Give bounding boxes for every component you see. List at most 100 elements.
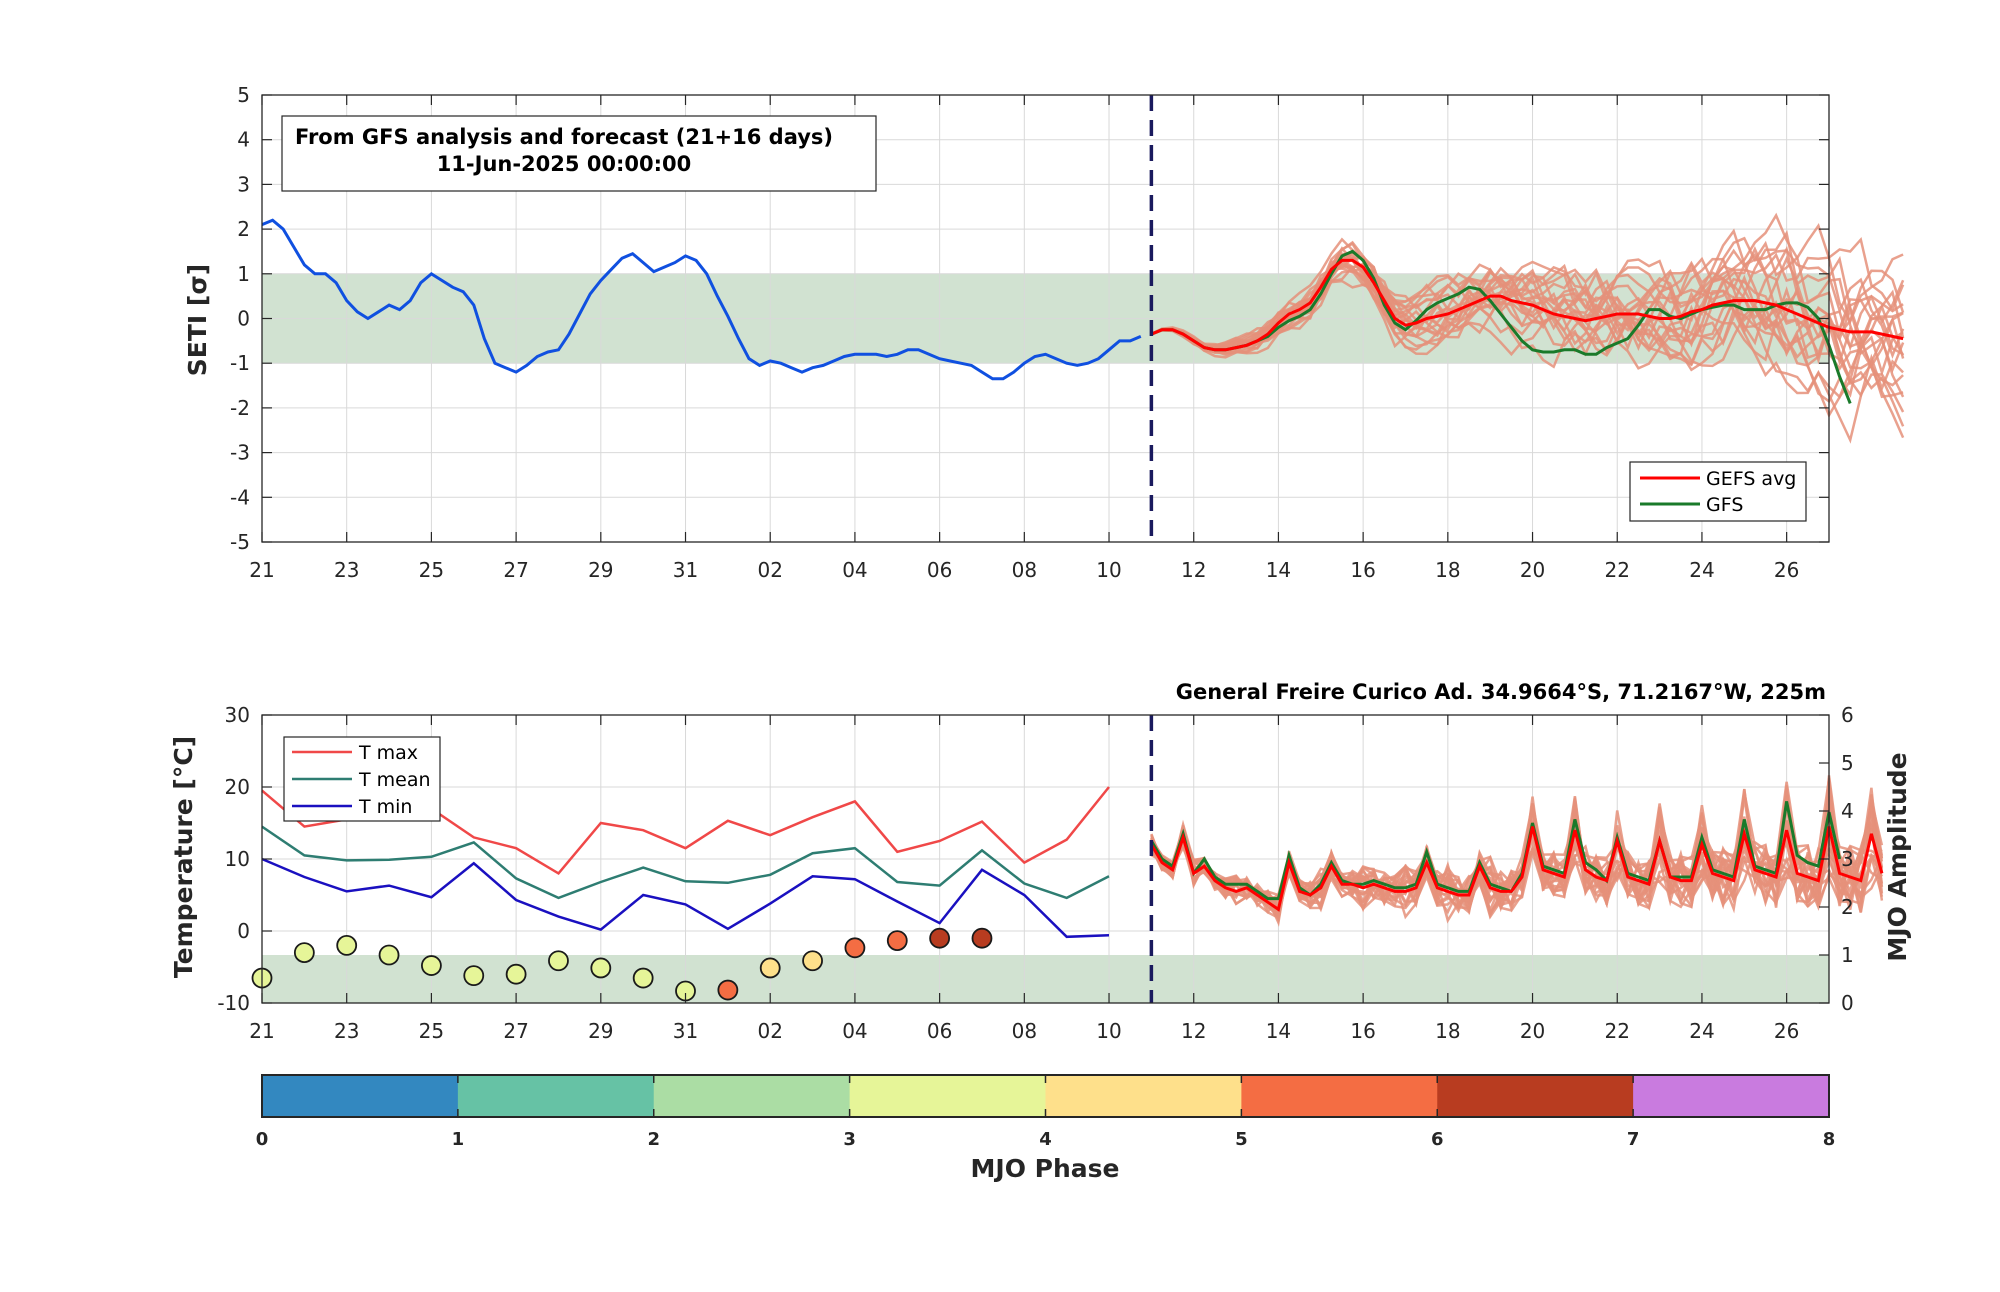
- tmin-line: [261, 857, 1110, 939]
- seti-x-tick-label: 25: [419, 558, 444, 582]
- temperature-x-tick-label: 10: [1096, 1019, 1121, 1043]
- station-title: General Freire Curico Ad. 34.9664°S, 71.…: [1176, 680, 1826, 704]
- seti-x-tick-label: 14: [1266, 558, 1291, 582]
- colorbar-tick-label: 1: [452, 1129, 465, 1150]
- seti-x-tick-label: 29: [588, 558, 613, 582]
- seti-x-tick-label: 04: [842, 558, 867, 582]
- seti-x-tick-label: 23: [334, 558, 359, 582]
- colorbar-segment: [1241, 1075, 1438, 1117]
- colorbar-segment: [262, 1075, 459, 1117]
- colorbar-segment: [1045, 1075, 1242, 1117]
- seti-x-tick-label: 18: [1435, 558, 1460, 582]
- seti-y-tick-label: 2: [237, 217, 250, 241]
- temperature-y-tick-label: 10: [225, 847, 250, 871]
- mjo-amplitude-tick-label: 5: [1841, 751, 1854, 775]
- temperature-y-tick-label: 30: [225, 703, 250, 727]
- mjo-amplitude-tick-label: 1: [1841, 943, 1854, 967]
- temperature-x-tick-label: 20: [1520, 1019, 1545, 1043]
- mjo-point: [336, 935, 358, 956]
- colorbar-segment: [457, 1075, 655, 1117]
- mjo-point: [463, 965, 485, 987]
- gfs-line: [1150, 801, 1842, 901]
- seti-series: [261, 95, 1904, 542]
- temperature-y-tick-label: -10: [217, 991, 250, 1015]
- mjo-amplitude-label: MJO Amplitude: [1883, 752, 1912, 961]
- temperature-x-tick-label: 18: [1435, 1019, 1460, 1043]
- legend-label-gfs: GFS: [1706, 494, 1743, 516]
- mjo-point: [293, 942, 315, 963]
- colorbar-label: MJO Phase: [971, 1154, 1120, 1183]
- seti-x-tick-label: 02: [757, 558, 782, 582]
- colorbar-tick-label: 5: [1235, 1129, 1248, 1150]
- seti-x-ticks: 21 23 25 27 29 31 02 04 06 08 10 12 14 16 18 20 22 24 26: [249, 95, 1799, 582]
- seti-y-tick-label: 4: [237, 128, 250, 152]
- seti-x-tick-label: 24: [1689, 558, 1714, 582]
- temperature-y-tick-label: 20: [225, 775, 250, 799]
- colorbar-ticks: 0 1 2 3 4 5 6 7 8: [256, 1075, 1836, 1150]
- seti-x-tick-label: 08: [1012, 558, 1037, 582]
- mjo-amplitude-band: [262, 955, 1829, 1003]
- mjo-amplitude-tick-label: 3: [1841, 847, 1854, 871]
- mjo-point: [548, 950, 569, 972]
- seti-x-tick-label: 31: [673, 558, 698, 582]
- mjo-amplitude-tick-label: 6: [1841, 703, 1854, 727]
- temperature-x-tick-label: 31: [673, 1019, 698, 1043]
- temperature-x-tick-label: 21: [249, 1019, 274, 1043]
- temperature-x-tick-label: 04: [842, 1019, 867, 1043]
- analysis-line: [261, 218, 1142, 381]
- colorbar-tick-label: 3: [843, 1129, 856, 1150]
- seti-y-tick-label: 0: [237, 307, 250, 331]
- mjo-point: [971, 927, 993, 949]
- mjo-point: [886, 930, 908, 951]
- mjo-point: [929, 927, 951, 949]
- seti-y-tick-label: 1: [237, 262, 250, 286]
- colorbar-segment: [653, 1075, 851, 1117]
- temperature-x-tick-label: 12: [1181, 1019, 1206, 1043]
- seti-x-tick-label: 12: [1181, 558, 1206, 582]
- seti-y-tick-label: -2: [230, 396, 250, 420]
- legend-label-gefs-avg: GEFS avg: [1706, 468, 1796, 490]
- seti-y-tick-label: -1: [230, 351, 250, 375]
- colorbar-tick-label: 0: [256, 1129, 269, 1150]
- temperature-x-tick-label: 14: [1266, 1019, 1291, 1043]
- colorbar-tick-label: 6: [1431, 1129, 1444, 1150]
- seti-x-tick-label: 22: [1605, 558, 1630, 582]
- title-box: From GFS analysis and forecast (21+16 da…: [281, 115, 877, 192]
- title-box-line-2: 11-Jun-2025 00:00:00: [437, 152, 692, 176]
- title-box-line-1: From GFS analysis and forecast (21+16 da…: [295, 125, 833, 149]
- temperature-x-tick-label: 23: [334, 1019, 359, 1043]
- temperature-x-tick-label: 08: [1012, 1019, 1037, 1043]
- mjo-amplitude-tick-label: 4: [1841, 799, 1854, 823]
- ensemble-member-line: [1150, 256, 1905, 399]
- mjo-point: [421, 955, 442, 976]
- temperature-legend: T max T mean T min: [283, 736, 441, 822]
- colorbar-tick-label: 4: [1039, 1129, 1052, 1150]
- legend-label-tmax: T max: [358, 742, 418, 764]
- seti-x-tick-label: 20: [1520, 558, 1545, 582]
- temperature-y-label: Temperature [°C]: [169, 736, 198, 978]
- gefs-avg-line: [1150, 258, 1904, 352]
- mjo-amplitude-tick-label: 2: [1841, 895, 1854, 919]
- colorbar-segment: [1437, 1075, 1634, 1117]
- mjo-points: [251, 927, 993, 1002]
- legend-label-tmean: T mean: [358, 769, 431, 791]
- mjo-point: [802, 950, 823, 972]
- seti-x-tick-label: 21: [249, 558, 274, 582]
- temperature-series: [261, 715, 1884, 1003]
- mjo-point: [505, 963, 527, 985]
- seti-y-tick-label: 3: [237, 172, 250, 196]
- temperature-y-tick-label: 0: [237, 919, 250, 943]
- colorbar-tick-label: 8: [1823, 1129, 1836, 1150]
- seti-y-tick-label: -3: [230, 441, 250, 465]
- temperature-x-tick-label: 02: [757, 1019, 782, 1043]
- temperature-x-tick-label: 06: [927, 1019, 952, 1043]
- colorbar-tick-label: 7: [1627, 1129, 1640, 1150]
- mjo-band-rect: [262, 955, 1829, 1003]
- colorbar-segment: [1633, 1075, 1830, 1117]
- seti-x-tick-label: 26: [1774, 558, 1799, 582]
- seti-y-label: SETI [σ]: [183, 264, 212, 376]
- ensemble-member-line: [1150, 254, 1905, 362]
- colorbar-tick-label: 2: [647, 1129, 660, 1150]
